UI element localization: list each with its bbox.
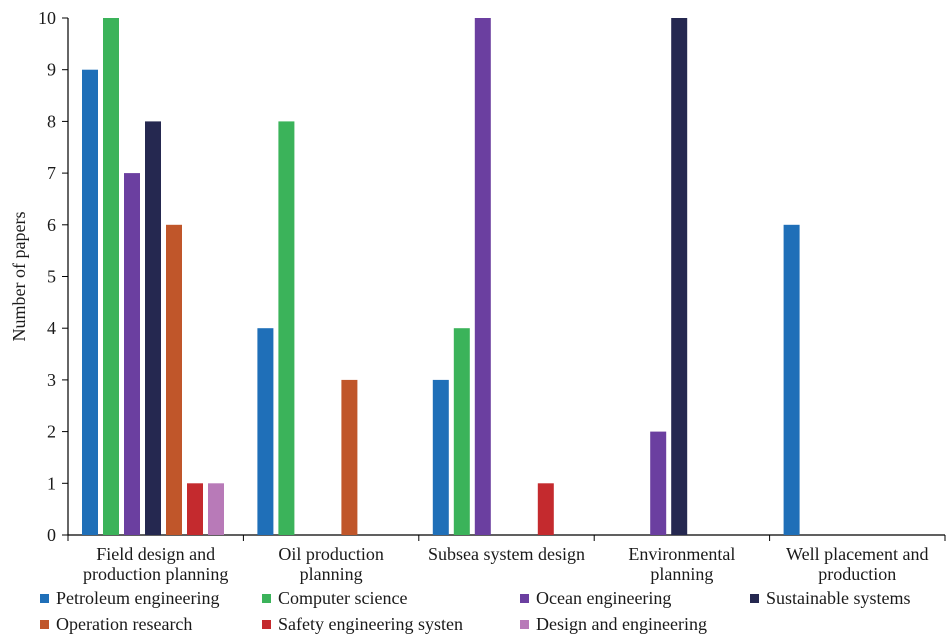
bar xyxy=(166,224,182,536)
bar xyxy=(124,173,140,535)
x-category-label: production xyxy=(818,564,896,584)
bar xyxy=(671,18,688,535)
y-tick-label: 7 xyxy=(47,163,56,183)
x-category-label: planning xyxy=(650,564,713,584)
y-tick-label: 9 xyxy=(47,60,56,80)
y-axis-title: Number of papers xyxy=(9,212,29,342)
bar xyxy=(208,483,224,535)
x-category-label: Oil production xyxy=(278,544,384,564)
bar xyxy=(341,379,358,535)
y-tick-label: 6 xyxy=(47,215,56,235)
legend-swatch xyxy=(520,620,529,629)
bar xyxy=(432,379,449,535)
legend-swatch xyxy=(40,594,49,603)
legend-label: Petroleum engineering xyxy=(56,588,219,608)
y-tick-label: 4 xyxy=(47,318,56,338)
legend-label: Computer science xyxy=(278,588,407,608)
x-category-label: Environmental xyxy=(628,544,735,564)
y-tick-label: 1 xyxy=(47,473,56,493)
y-tick-label: 2 xyxy=(47,422,56,442)
legend-label: Design and engineering xyxy=(536,614,707,634)
legend-label: Operation research xyxy=(56,614,192,634)
legend-swatch xyxy=(750,594,759,603)
y-tick-label: 3 xyxy=(47,370,56,390)
bar xyxy=(453,328,470,535)
legend-label: Sustainable systems xyxy=(766,588,911,608)
legend-swatch xyxy=(262,620,271,629)
legend-swatch xyxy=(40,620,49,629)
bar xyxy=(278,121,295,536)
legend-swatch xyxy=(520,594,529,603)
bar xyxy=(783,224,800,536)
x-category-label: Subsea system design xyxy=(428,544,585,564)
bar xyxy=(650,431,667,535)
x-category-label: Field design and xyxy=(96,544,215,564)
bar xyxy=(474,18,491,535)
x-category-label: planning xyxy=(300,564,363,584)
legend-label: Safety engineering systen xyxy=(278,614,463,634)
bar xyxy=(187,483,203,535)
y-tick-label: 10 xyxy=(38,8,56,28)
legend-swatch xyxy=(262,594,271,603)
y-tick-label: 5 xyxy=(47,267,56,287)
y-tick-label: 8 xyxy=(47,111,56,131)
bar xyxy=(145,121,161,536)
y-tick-label: 0 xyxy=(47,525,56,545)
bar xyxy=(82,69,98,535)
bar xyxy=(257,328,274,535)
legend-label: Ocean engineering xyxy=(536,588,671,608)
x-category-label: production planning xyxy=(83,564,228,584)
x-category-label: Well placement and xyxy=(786,544,929,564)
bar xyxy=(103,18,119,535)
bar xyxy=(537,483,554,535)
